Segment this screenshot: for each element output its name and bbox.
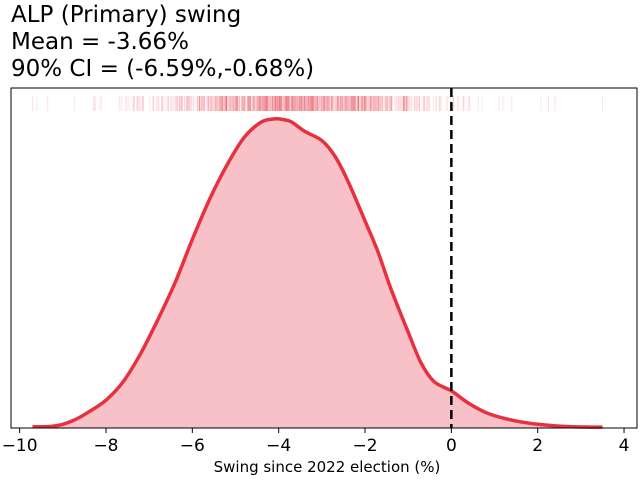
x-axis-label: Swing since 2022 election (%) xyxy=(214,458,441,476)
density-curve-line xyxy=(32,117,603,429)
x-tick-label: −2 xyxy=(352,436,377,456)
x-tick-label: 0 xyxy=(446,436,457,456)
x-tick-label: 2 xyxy=(532,436,543,456)
plot-frame xyxy=(10,87,638,429)
x-tick-label: −10 xyxy=(2,436,38,456)
x-axis-ticks: −10 −8 −6 −4 −2 0 2 4 xyxy=(2,428,630,456)
title-line-mean: Mean = -3.66% xyxy=(11,29,189,55)
x-tick-label: −4 xyxy=(266,436,291,456)
x-tick-label: 4 xyxy=(619,436,630,456)
title-line-name: ALP (Primary) swing xyxy=(11,2,242,28)
rug-marks xyxy=(32,96,603,111)
x-tick-label: −6 xyxy=(180,436,205,456)
x-tick-label: −8 xyxy=(93,436,118,456)
title-line-ci: 90% CI = (-6.59%,-0.68%) xyxy=(11,56,315,82)
chart-title: ALP (Primary) swing Mean = -3.66% 90% CI… xyxy=(11,2,314,83)
density-area-fill xyxy=(32,118,603,429)
